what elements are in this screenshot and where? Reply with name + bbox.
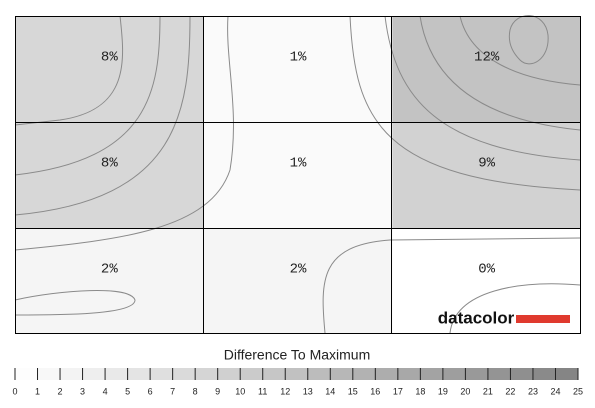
colorbar-tick-label: 4 bbox=[103, 386, 108, 396]
colorbar-segment bbox=[60, 368, 83, 380]
colorbar-tick-label: 2 bbox=[58, 386, 63, 396]
colorbar-segment bbox=[285, 368, 308, 380]
border bbox=[15, 16, 581, 334]
colorbar-segment bbox=[397, 368, 421, 380]
colorbar-segment bbox=[487, 368, 511, 380]
colorbar-segment bbox=[105, 368, 128, 380]
cell bbox=[15, 228, 204, 334]
colorbar-tick-label: 16 bbox=[370, 386, 380, 396]
colorbar-segment bbox=[217, 368, 241, 380]
cell-label: 2% bbox=[290, 262, 307, 278]
colorbar-segment bbox=[150, 368, 173, 380]
colorbar-tick-label: 9 bbox=[215, 386, 220, 396]
contour bbox=[449, 283, 581, 334]
contour bbox=[14, 15, 234, 251]
colorbar-tick-label: 18 bbox=[415, 386, 425, 396]
colorbar-tick-label: 15 bbox=[348, 386, 358, 396]
cell bbox=[15, 122, 204, 228]
contour bbox=[508, 15, 549, 65]
colorbar-tick-label: 19 bbox=[438, 386, 448, 396]
colorbar-segment bbox=[330, 368, 353, 380]
colorbar-tick-label: 20 bbox=[460, 386, 470, 396]
colorbar-segment bbox=[172, 368, 196, 380]
cell bbox=[392, 122, 581, 228]
colorbar-segment bbox=[555, 368, 578, 380]
colorbar-segment bbox=[510, 368, 533, 380]
colorbar: 0 1 2 3 4 5 6 7 8 9 10 11 12 13 14 15 16 17 18 19 20 21 22 23 24… bbox=[12, 368, 583, 396]
colorbar-tick-label: 13 bbox=[303, 386, 313, 396]
contour bbox=[14, 15, 124, 126]
logo-bar bbox=[516, 315, 570, 323]
colorbar-title: Difference To Maximum bbox=[224, 347, 371, 363]
cell bbox=[203, 122, 393, 228]
colorbar-tick-label: 5 bbox=[125, 386, 130, 396]
colorbar-tick-label: 12 bbox=[280, 386, 290, 396]
colorbar-tick-label: 10 bbox=[235, 386, 245, 396]
colorbar-segment bbox=[262, 368, 286, 380]
colorbar-tick-label: 0 bbox=[12, 386, 17, 396]
contour bbox=[384, 15, 581, 161]
contour bbox=[14, 15, 191, 216]
colorbar-tick-label: 14 bbox=[325, 386, 335, 396]
colorbar-tick-label: 3 bbox=[80, 386, 85, 396]
colorbar-segment bbox=[465, 368, 488, 380]
cell bbox=[203, 228, 393, 334]
logo: datacolor bbox=[438, 308, 515, 327]
colorbar-tick-label: 17 bbox=[393, 386, 403, 396]
contour bbox=[14, 15, 161, 176]
colorbar-segment bbox=[352, 368, 376, 380]
cell-label: 8% bbox=[101, 50, 118, 66]
cell-label: 9% bbox=[478, 156, 495, 172]
cell-labels: 8% 1% 12% 8% 1% 9% 2% 2% 0% bbox=[101, 50, 500, 278]
colorbar-segment bbox=[82, 368, 106, 380]
cell-label: 8% bbox=[101, 156, 118, 172]
colorbar-tick-label: 7 bbox=[170, 386, 175, 396]
contour bbox=[459, 15, 581, 86]
colorbar-tick-label: 24 bbox=[550, 386, 560, 396]
colorbar-tick-label: 22 bbox=[505, 386, 515, 396]
cell-label: 12% bbox=[474, 50, 500, 66]
colorbar-tick-label: 21 bbox=[483, 386, 493, 396]
colorbar-tick-label: 6 bbox=[148, 386, 153, 396]
colorbar-segment bbox=[442, 368, 466, 380]
colorbar-segment bbox=[195, 368, 218, 380]
colorbar-segment bbox=[15, 368, 38, 380]
colorbar-segment bbox=[307, 368, 331, 380]
colorbar-tick-label: 11 bbox=[258, 386, 267, 396]
colorbar-segment bbox=[420, 368, 443, 380]
cell bbox=[203, 16, 393, 122]
cell-borders bbox=[15, 16, 581, 334]
colorbar-segment bbox=[37, 368, 61, 380]
contour bbox=[14, 290, 136, 316]
colorbar-segment bbox=[127, 368, 151, 380]
colorbar-tick-label: 23 bbox=[528, 386, 538, 396]
cell-label: 1% bbox=[290, 156, 307, 172]
colorbar-tick-label: 8 bbox=[193, 386, 198, 396]
cell bbox=[15, 16, 204, 122]
colorbar-segment bbox=[375, 368, 398, 380]
colorbar-tick-label: 25 bbox=[573, 386, 583, 396]
heatmap bbox=[15, 16, 581, 334]
cell-label: 2% bbox=[101, 262, 118, 278]
contour bbox=[419, 15, 581, 131]
cell-label: 0% bbox=[478, 262, 495, 278]
contour bbox=[322, 237, 581, 334]
colorbar-segment bbox=[532, 368, 556, 380]
cell-label: 1% bbox=[290, 50, 307, 66]
colorbar-tick-label: 1 bbox=[35, 386, 40, 396]
colorbar-segment bbox=[240, 368, 263, 380]
